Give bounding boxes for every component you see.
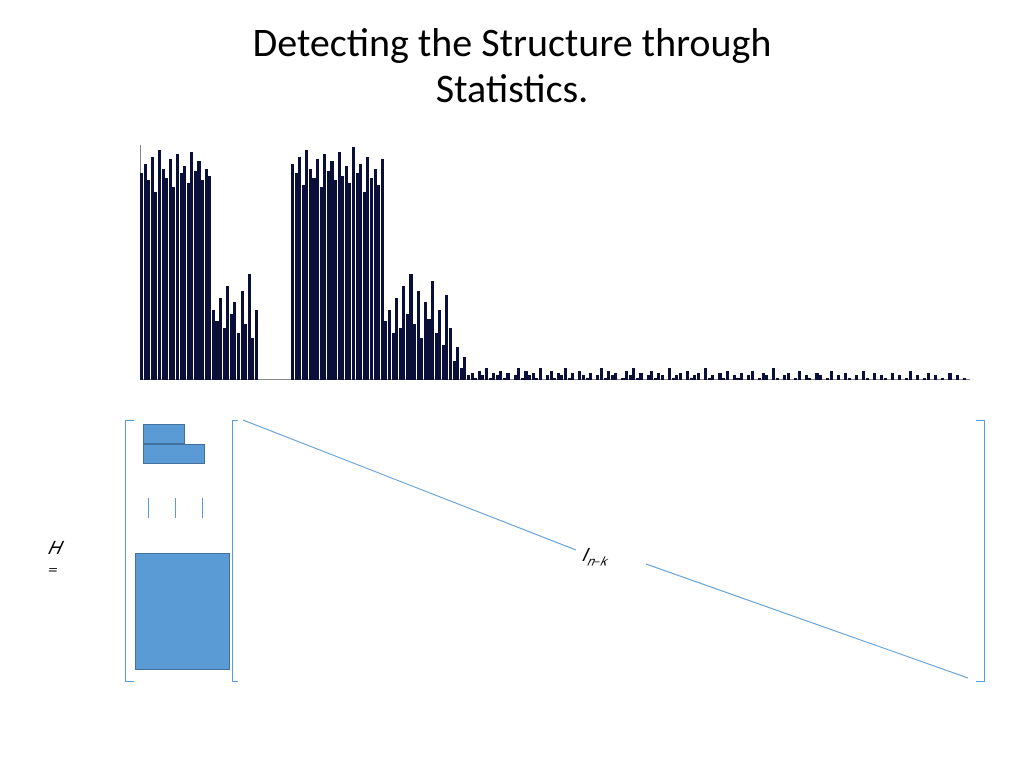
diagonal-line (243, 420, 576, 550)
diagonal-line (646, 564, 968, 678)
diagonal-lines (0, 0, 1024, 768)
